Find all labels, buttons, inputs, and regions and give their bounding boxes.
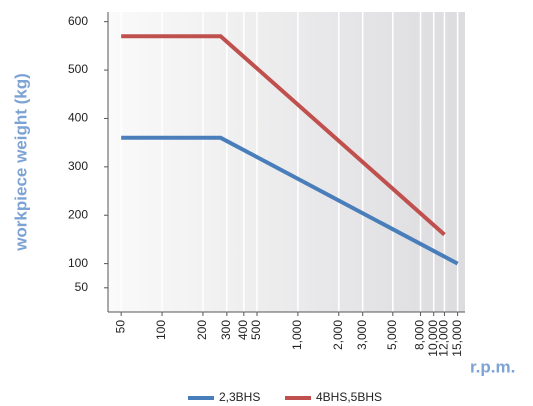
y-tick-label: 600 xyxy=(68,14,88,28)
x-tick-label: 8,000 xyxy=(413,320,427,350)
x-tick-label: 15,000 xyxy=(450,320,464,357)
x-tick-label: 5,000 xyxy=(385,320,399,350)
y-tick-label: 400 xyxy=(68,111,88,125)
x-tick-label: 10,000 xyxy=(426,320,440,357)
legend-label: 4BHS,5BHS xyxy=(316,390,382,404)
series-line xyxy=(121,34,446,237)
y-tick-label: 50 xyxy=(75,280,89,294)
series-line xyxy=(121,135,459,266)
x-tick-label: 1,000 xyxy=(290,320,304,350)
x-tick-label: 500 xyxy=(249,320,263,340)
x-tick-label: 50 xyxy=(113,320,127,334)
x-tick-label: 300 xyxy=(219,320,233,340)
y-tick-label: 200 xyxy=(68,207,88,221)
y-tick-label: 100 xyxy=(68,256,88,270)
x-tick-label: 2,000 xyxy=(331,320,345,350)
legend-label: 2,3BHS xyxy=(219,390,260,404)
x-tick-label: 100 xyxy=(154,320,168,340)
y-tick-label: 500 xyxy=(68,62,88,76)
x-tick-label: 400 xyxy=(236,320,250,340)
x-tick-label: 12,000 xyxy=(437,320,451,357)
x-tick-label: 200 xyxy=(195,320,209,340)
y-axis-label: workpiece weight (kg) xyxy=(11,73,30,252)
x-tick-label: 3,000 xyxy=(355,320,369,350)
x-axis-label: r.p.m. xyxy=(470,357,515,376)
plot-area xyxy=(108,12,465,312)
y-tick-label: 300 xyxy=(68,159,88,173)
